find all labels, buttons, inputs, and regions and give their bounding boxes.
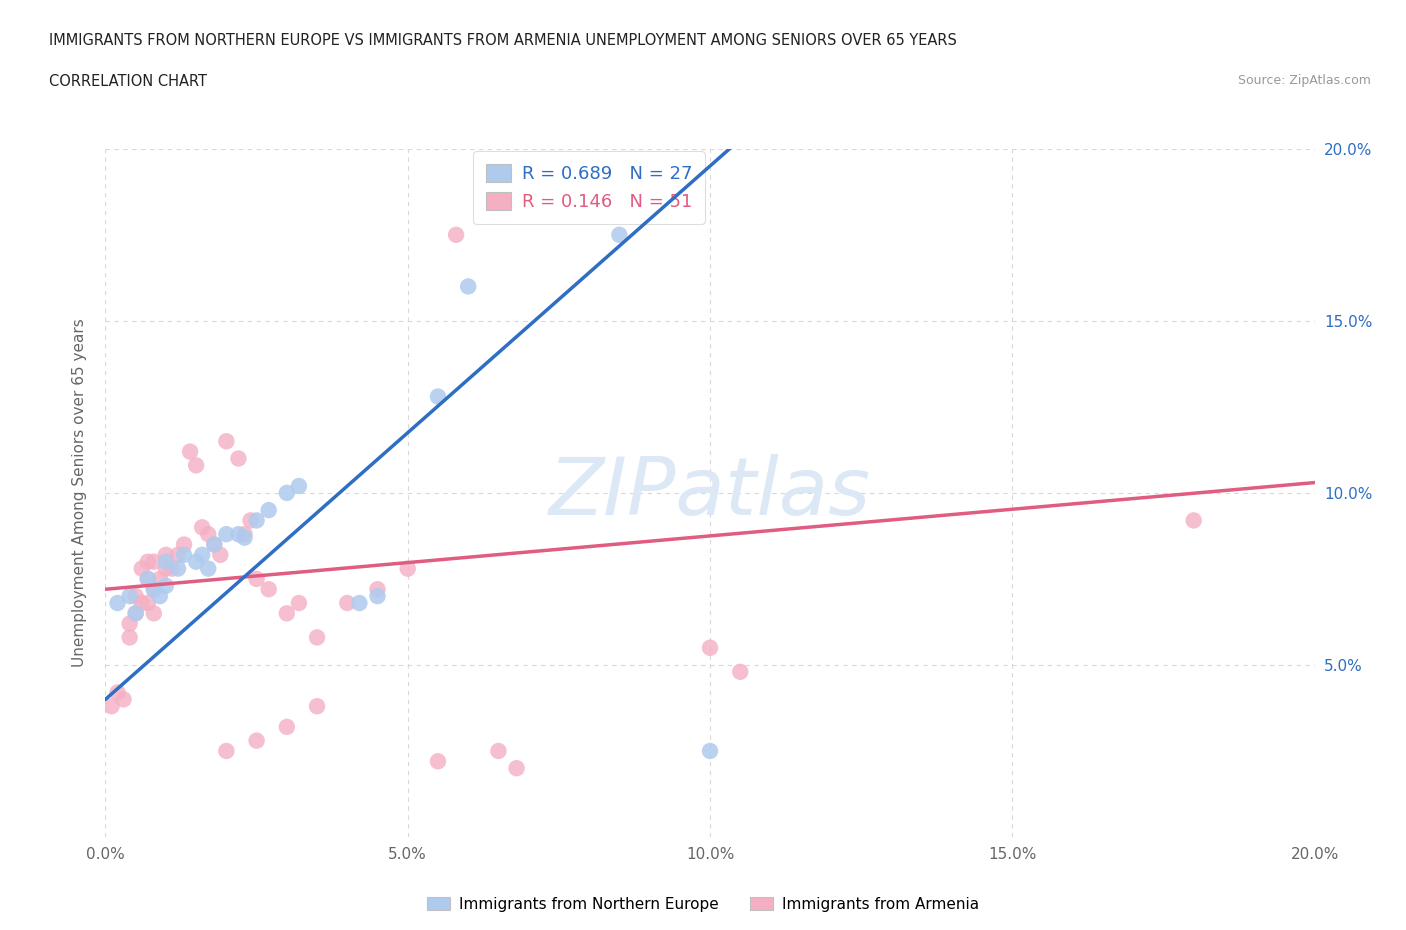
Point [107, 595, 129, 610]
Point [228, 526, 250, 541]
Point [160, 561, 183, 576]
Point [239, 513, 262, 528]
Point [155, 554, 177, 569]
Point [215, 744, 238, 759]
Point [142, 606, 165, 621]
Point [215, 434, 238, 449]
Point [186, 458, 208, 472]
Point [730, 664, 752, 679]
Point [136, 554, 159, 569]
Point [246, 733, 269, 748]
Point [307, 630, 329, 644]
Text: CORRELATION CHART: CORRELATION CHART [49, 74, 207, 89]
Point [118, 617, 141, 631]
Legend: R = 0.689   N = 27, R = 0.146   N = 51: R = 0.689 N = 27, R = 0.146 N = 51 [474, 151, 704, 224]
Point [1182, 513, 1205, 528]
Point [191, 520, 214, 535]
Point [257, 503, 280, 518]
Point [167, 548, 190, 563]
Point [699, 744, 721, 759]
Point [349, 595, 371, 610]
Point [107, 685, 129, 700]
Point [276, 606, 298, 621]
Point [142, 554, 165, 569]
Point [444, 228, 467, 243]
Point [699, 641, 721, 656]
Point [118, 630, 141, 644]
Point [125, 606, 148, 621]
Point [228, 451, 250, 466]
Point [136, 595, 159, 610]
Point [257, 582, 280, 597]
Point [197, 561, 219, 576]
Point [125, 606, 148, 621]
Point [609, 228, 631, 243]
Point [118, 589, 141, 604]
Point [427, 389, 450, 404]
Point [427, 754, 450, 769]
Point [246, 572, 269, 587]
Text: Source: ZipAtlas.com: Source: ZipAtlas.com [1237, 74, 1371, 87]
Point [202, 538, 225, 552]
Point [276, 485, 298, 500]
Point [149, 572, 172, 587]
Point [366, 589, 388, 604]
Point [112, 692, 135, 707]
Point [142, 582, 165, 597]
Point [288, 595, 311, 610]
Point [131, 561, 153, 576]
Point [142, 582, 165, 597]
Point [179, 445, 201, 459]
Point [209, 548, 232, 563]
Text: ZIPatlas: ZIPatlas [548, 454, 872, 532]
Text: IMMIGRANTS FROM NORTHERN EUROPE VS IMMIGRANTS FROM ARMENIA UNEMPLOYMENT AMONG SE: IMMIGRANTS FROM NORTHERN EUROPE VS IMMIG… [49, 33, 957, 47]
Point [186, 554, 208, 569]
Point [136, 572, 159, 587]
Point [202, 538, 225, 552]
Point [336, 595, 359, 610]
Point [125, 589, 148, 604]
Point [488, 744, 510, 759]
Point [246, 513, 269, 528]
Point [288, 479, 311, 494]
Y-axis label: Unemployment Among Seniors over 65 years: Unemployment Among Seniors over 65 years [72, 319, 87, 668]
Point [457, 279, 479, 294]
Point [173, 538, 195, 552]
Point [100, 698, 122, 713]
Point [191, 548, 214, 563]
Point [276, 720, 298, 735]
Point [136, 572, 159, 587]
Point [155, 578, 177, 593]
Point [233, 530, 256, 545]
Point [197, 526, 219, 541]
Point [167, 561, 190, 576]
Point [233, 526, 256, 541]
Point [396, 561, 419, 576]
Point [215, 526, 238, 541]
Legend: Immigrants from Northern Europe, Immigrants from Armenia: Immigrants from Northern Europe, Immigra… [420, 890, 986, 918]
Point [149, 589, 172, 604]
Point [307, 698, 329, 713]
Point [155, 561, 177, 576]
Point [173, 548, 195, 563]
Point [366, 582, 388, 597]
Point [155, 548, 177, 563]
Point [505, 761, 527, 776]
Point [131, 595, 153, 610]
